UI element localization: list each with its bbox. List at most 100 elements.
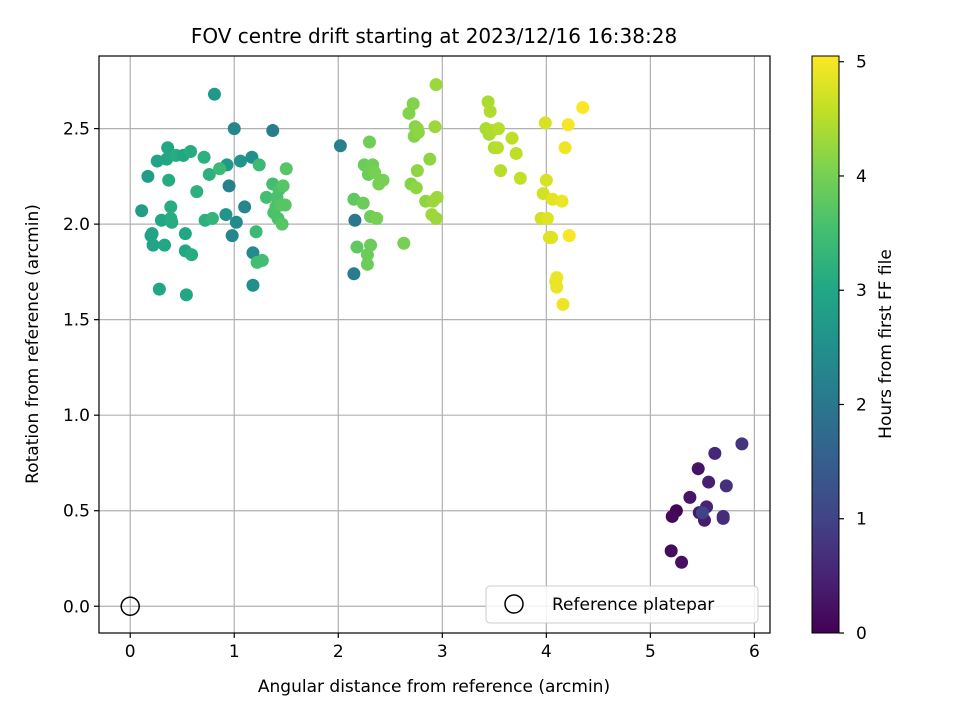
scatter-point <box>550 271 564 285</box>
scatter-point <box>691 462 705 476</box>
plot-area: 0 1 2 3 4 5 6 0.0 0.5 1.0 1.5 2.0 2.5 <box>63 55 771 662</box>
scatter-point <box>164 200 178 214</box>
scatter-point <box>249 225 263 239</box>
scatter-point <box>483 104 497 118</box>
scatter-point <box>145 227 159 241</box>
scatter-point <box>146 238 160 252</box>
scatter-point <box>278 198 292 212</box>
scatter-point <box>735 437 749 451</box>
legend-marker <box>504 594 524 614</box>
scatter-point <box>205 211 219 225</box>
scatter-point <box>213 162 227 176</box>
y-tick-label: 2.0 <box>63 215 90 235</box>
scatter-point <box>350 240 364 254</box>
x-tick-label: 5 <box>645 642 656 662</box>
scatter-point <box>152 282 166 296</box>
scatter-point <box>227 122 241 136</box>
scatter-point <box>333 139 347 153</box>
plot-frame <box>98 55 771 634</box>
scatter-point <box>275 217 289 231</box>
scatter-point <box>185 248 199 262</box>
scatter-point <box>550 280 564 294</box>
scatter-point <box>190 185 204 199</box>
scatter-point <box>538 116 552 130</box>
colorbar-tick-label: 3 <box>856 281 867 301</box>
scatter-point <box>259 190 273 204</box>
y-axis-ticks: 0.0 0.5 1.0 1.5 2.0 2.5 <box>63 120 99 617</box>
scatter-point <box>539 173 553 187</box>
scatter-point <box>279 162 293 176</box>
scatter-point <box>562 229 576 243</box>
scatter-point <box>362 135 376 149</box>
scatter-point <box>561 118 575 132</box>
scatter-point <box>406 97 420 111</box>
legend-label: Reference platepar <box>552 595 714 615</box>
scatter-point <box>219 208 233 222</box>
scatter-point <box>540 211 554 225</box>
scatter-point <box>207 87 221 101</box>
scatter-point <box>165 215 179 229</box>
scatter-point <box>702 475 716 489</box>
scatter-point <box>179 288 193 302</box>
y-tick-label: 1.5 <box>63 311 90 331</box>
scatter-point <box>376 173 390 187</box>
scatter-point <box>225 229 239 243</box>
scatter-point <box>347 267 361 281</box>
scatter-point <box>411 125 425 139</box>
x-axis-label: Angular distance from reference (arcmin) <box>258 677 610 697</box>
scatter-point <box>348 213 362 227</box>
scatter-point <box>202 167 216 181</box>
scatter-point <box>556 297 570 311</box>
x-tick-label: 2 <box>333 642 344 662</box>
scatter-point <box>513 171 527 185</box>
colorbar-tick-label: 4 <box>856 167 867 187</box>
scatter-point <box>429 211 443 225</box>
scatter-point <box>252 158 266 172</box>
scatter-point <box>410 164 424 178</box>
x-tick-label: 3 <box>437 642 448 662</box>
x-tick-label: 1 <box>229 642 240 662</box>
scatter-point <box>555 194 569 208</box>
x-tick-label: 0 <box>125 642 136 662</box>
scatter-point <box>162 173 176 187</box>
scatter-point <box>255 253 269 267</box>
scatter-point <box>708 446 722 460</box>
colorbar: 0 1 2 3 4 5 Hours from first FF file <box>811 53 896 644</box>
y-axis-label: Rotation from reference (arcmin) <box>23 204 43 484</box>
scatter-point <box>266 124 280 138</box>
scatter-point <box>229 215 243 229</box>
scatter-point <box>370 211 384 225</box>
scatter-point <box>430 190 444 204</box>
x-axis-ticks: 0 1 2 3 4 5 6 <box>125 633 760 662</box>
scatter-point <box>536 187 550 201</box>
y-tick-label: 2.5 <box>63 120 90 140</box>
colorbar-ticks: 0 1 2 3 4 5 <box>839 53 867 644</box>
scatter-point <box>665 509 679 523</box>
scatter-point <box>409 181 423 195</box>
scatter-point <box>491 122 505 136</box>
legend-box <box>485 585 759 624</box>
scatter-point <box>429 78 443 92</box>
x-tick-label: 4 <box>541 642 552 662</box>
scatter-point <box>360 257 374 271</box>
scatter-point <box>675 555 689 569</box>
legend: Reference platepar <box>485 585 759 624</box>
scatter-point <box>428 120 442 134</box>
scatter-point <box>135 204 149 218</box>
scatter-point <box>233 154 247 168</box>
colorbar-tick-label: 0 <box>856 624 867 644</box>
scatter-point <box>545 231 559 245</box>
scatter-point <box>197 150 211 164</box>
scatter-point <box>695 506 709 520</box>
scatter-point <box>356 196 370 210</box>
colorbar-tick-label: 2 <box>856 395 867 415</box>
scatter-point <box>397 236 411 250</box>
scatter-point <box>184 145 198 159</box>
scatter-point <box>276 179 290 193</box>
scatter-point <box>716 511 730 525</box>
scatter-point <box>664 544 678 558</box>
scatter-points <box>135 78 749 569</box>
y-tick-label: 1.0 <box>63 406 90 426</box>
x-tick-label: 6 <box>749 642 760 662</box>
scatter-point <box>222 179 236 193</box>
